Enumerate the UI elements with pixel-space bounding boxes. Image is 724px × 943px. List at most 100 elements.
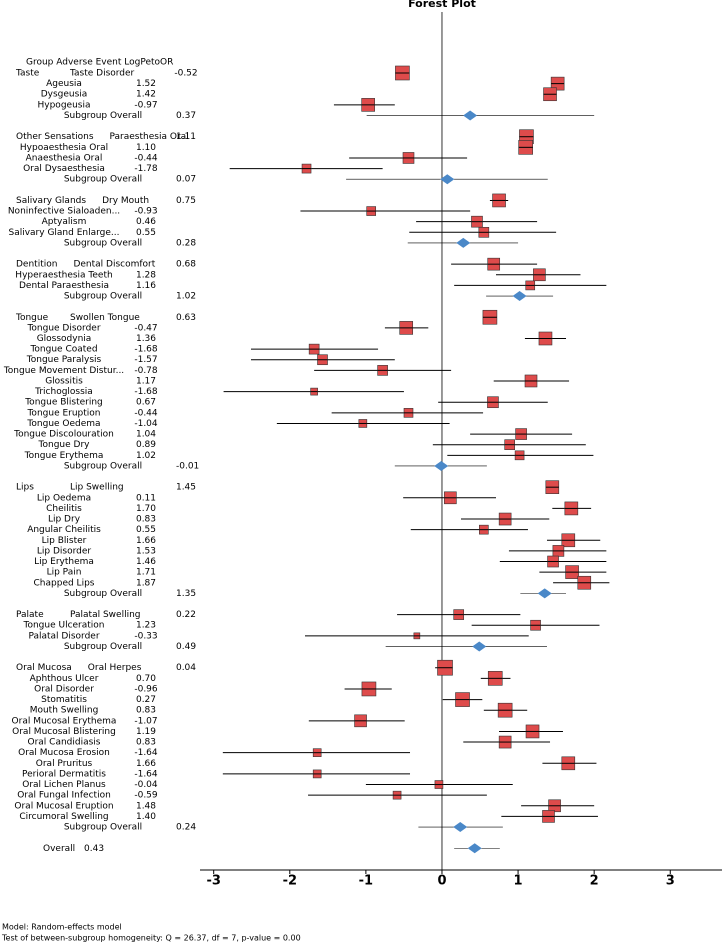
group-label: Dentition [16, 260, 57, 270]
estimate-label: 0.46 [136, 217, 156, 227]
event-label: Oral Lichen Planus [22, 780, 106, 790]
estimate-label: 1.45 [176, 483, 196, 493]
subgroup-label: Subgroup Overall [64, 292, 142, 302]
event-label: Oral Mucosal Blistering [12, 727, 116, 737]
summary-diamond [467, 843, 482, 854]
event-label: Paraesthesia Oral [110, 132, 189, 142]
event-label: Taste Disorder [69, 69, 135, 79]
summary-diamond [537, 588, 552, 599]
event-label: Tongue Dry [38, 440, 91, 450]
estimate-label: 1.40 [136, 812, 156, 822]
subgroup-value: 0.49 [176, 642, 196, 652]
estimate-label: -1.64 [134, 769, 158, 779]
estimate-label: 0.83 [136, 515, 156, 525]
estimate-label: 1.28 [136, 270, 156, 280]
estimate-label: 0.55 [136, 525, 156, 535]
estimate-label: -0.04 [134, 780, 158, 790]
estimate-label: 0.83 [136, 706, 156, 716]
event-label: Lip Blister [42, 536, 87, 546]
estimate-label: -0.47 [134, 323, 157, 333]
event-label: Circumoral Swelling [19, 812, 108, 822]
estimate-label: -1.68 [134, 345, 158, 355]
event-label: Tongue Erythema [24, 451, 104, 461]
event-label: Oral Pruritus [36, 759, 93, 769]
event-label: Oral Disorder [34, 684, 94, 694]
estimate-label: 0.22 [176, 610, 196, 620]
estimate-label: 1.66 [136, 759, 156, 769]
event-label: Tongue Ulceration [22, 621, 104, 631]
event-label: Tongue Oedema [26, 419, 100, 429]
event-label: Oral Herpes [88, 663, 142, 673]
estimate-label: -0.44 [134, 153, 158, 163]
subgroup-value: 0.07 [176, 175, 196, 185]
x-tick-label: 2 [590, 874, 599, 889]
estimate-label: 1.19 [136, 727, 156, 737]
summary-diamond [463, 110, 478, 121]
group-label: Salivary Glands [16, 196, 86, 206]
event-label: Aphthous Ulcer [30, 674, 99, 684]
summary-diamond [456, 237, 471, 248]
estimate-label: 0.83 [136, 738, 156, 748]
event-label: Dry Mouth [102, 196, 149, 206]
event-label: Stomatitis [41, 695, 87, 705]
event-label: Lip Dry [48, 515, 81, 525]
event-label: Tongue Eruption [26, 408, 100, 418]
estimate-label: -0.44 [134, 408, 158, 418]
event-label: Hypogeusia [38, 100, 91, 110]
x-tick-label: -2 [283, 874, 297, 889]
event-label: Mouth Swelling [30, 706, 99, 716]
summary-diamond [512, 291, 527, 302]
event-label: Oral Fungal Infection [17, 791, 111, 801]
estimate-label: 1.66 [136, 536, 156, 546]
footnote: Model: Random-effects model [2, 923, 122, 932]
group-label: Taste [15, 69, 40, 79]
group-label: Tongue [15, 313, 49, 323]
overall-label: Overall [43, 844, 75, 854]
event-label: Chapped Lips [34, 578, 95, 588]
subgroup-label: Subgroup Overall [64, 823, 142, 833]
subgroup-value: 0.28 [176, 238, 196, 248]
estimate-label: 1.87 [136, 578, 156, 588]
estimate-label: 1.04 [136, 430, 156, 440]
estimate-label: 1.11 [176, 132, 196, 142]
estimate-label: 1.02 [136, 451, 156, 461]
event-label: Dental Paraesthesia [19, 281, 109, 291]
chart-title: Forest Plot [408, 0, 476, 10]
estimate-label: 0.27 [136, 695, 156, 705]
event-label: Tongue Discolouration [13, 430, 114, 440]
event-label: Lip Swelling [70, 483, 124, 493]
estimate-label: 1.36 [136, 334, 156, 344]
estimate-label: 0.75 [176, 196, 196, 206]
estimate-label: 0.68 [176, 260, 196, 270]
estimate-label: 1.23 [136, 621, 156, 631]
estimate-label: 0.67 [136, 398, 156, 408]
event-label: Dental Discomfort [73, 260, 155, 270]
estimate-label: 1.53 [136, 546, 156, 556]
event-label: Oral Mucosal Erythema [12, 716, 117, 726]
estimate-label: -0.96 [134, 684, 158, 694]
event-label: Tongue Blistering [24, 398, 103, 408]
subgroup-label: Subgroup Overall [64, 111, 142, 121]
overall-value: 0.43 [84, 844, 104, 854]
event-label: Oral Candidiasis [28, 738, 101, 748]
event-label: Glossitis [45, 376, 83, 386]
subgroup-label: Subgroup Overall [64, 175, 142, 185]
event-label: Tongue Movement Distur... [3, 366, 124, 376]
event-label: Ageusia [46, 79, 82, 89]
event-label: Anaesthesia Oral [26, 153, 103, 163]
group-label: Palate [16, 610, 44, 620]
subgroup-value: 1.35 [176, 589, 196, 599]
event-label: Angular Cheilitis [27, 525, 101, 535]
event-label: Aptyalism [42, 217, 87, 227]
subgroup-value: -0.01 [176, 461, 199, 471]
estimate-label: -0.78 [134, 366, 158, 376]
subgroup-label: Subgroup Overall [64, 642, 142, 652]
event-label: Cheilitis [46, 504, 82, 514]
estimate-label: -1.64 [134, 748, 158, 758]
estimate-label: -0.33 [134, 631, 157, 641]
x-tick-label: -1 [359, 874, 373, 889]
event-label: Trichoglossia [34, 387, 93, 397]
event-label: Swollen Tongue [70, 313, 140, 323]
event-label: Hyperaesthesia Teeth [15, 270, 112, 280]
estimate-label: 1.10 [136, 143, 156, 153]
